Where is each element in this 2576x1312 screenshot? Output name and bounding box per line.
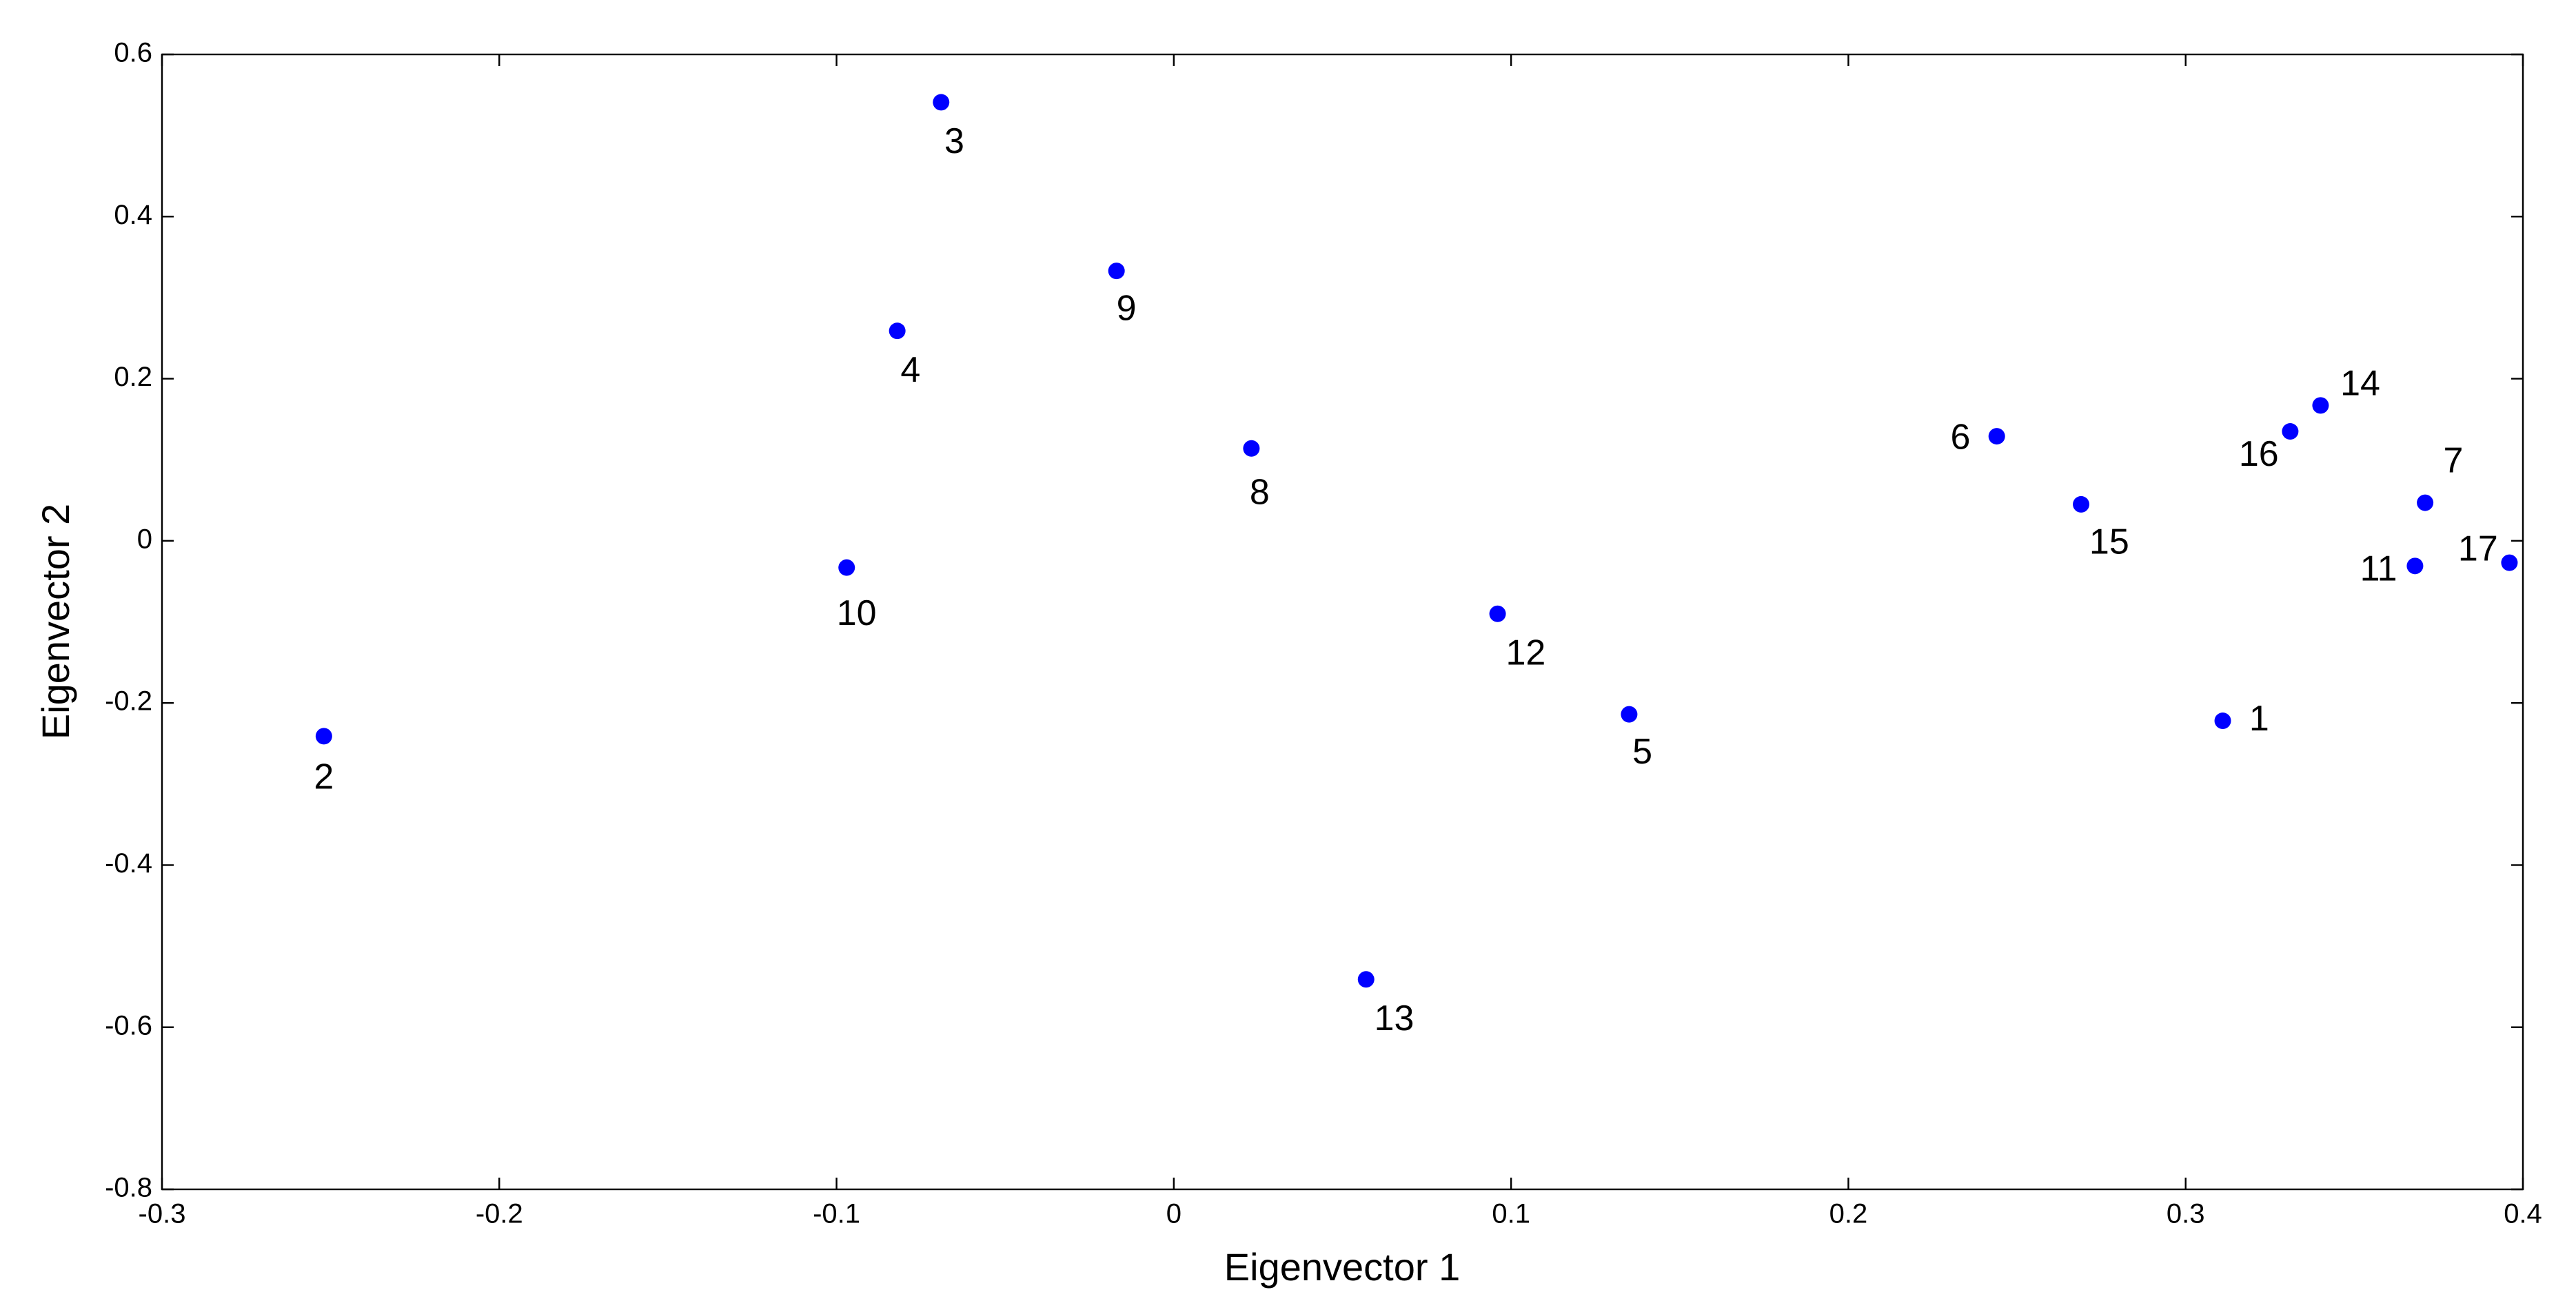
x-tick-label: -0.1	[813, 1199, 860, 1229]
point-label: 11	[2360, 549, 2397, 588]
point-label: 12	[1505, 633, 1545, 673]
point	[1108, 263, 1125, 280]
point	[2501, 554, 2518, 571]
point	[2282, 423, 2299, 440]
point-label: 16	[2239, 434, 2279, 474]
point-label: 4	[900, 350, 920, 390]
point	[1621, 706, 1638, 723]
point-label: 7	[2443, 441, 2463, 481]
y-tick-label: -0.4	[105, 848, 152, 879]
point-label: 3	[944, 121, 964, 161]
point	[2406, 557, 2424, 575]
point	[315, 728, 332, 745]
point-label: 1	[2249, 699, 2269, 739]
point	[2073, 495, 2090, 513]
y-tick-label: 0.4	[114, 200, 152, 230]
point-label: 6	[1950, 418, 1970, 458]
y-tick-label: 0	[137, 524, 152, 554]
point	[2312, 397, 2329, 414]
x-tick-label: 0	[1166, 1199, 1181, 1229]
point	[1489, 605, 1506, 622]
y-tick-label: -0.6	[105, 1010, 152, 1041]
point	[2417, 494, 2434, 511]
point	[1988, 428, 2005, 445]
y-tick-label: -0.2	[105, 686, 152, 717]
y-tick-label: -0.8	[105, 1173, 152, 1203]
x-axis-label: Eigenvector 1	[1224, 1245, 1460, 1289]
point-label: 9	[1117, 288, 1137, 328]
point-label: 17	[2458, 529, 2498, 569]
point	[933, 94, 950, 111]
plot-frame	[161, 53, 2524, 1191]
y-tick-label: 0.2	[114, 362, 152, 392]
x-tick-label: 0.4	[2504, 1199, 2542, 1229]
point	[1357, 971, 1375, 988]
x-tick-label: -0.3	[139, 1199, 186, 1229]
point	[1243, 440, 1260, 457]
point-label: 13	[1375, 998, 1414, 1038]
point	[889, 322, 906, 340]
y-axis-label: Eigenvector 2	[34, 504, 77, 739]
point-label: 8	[1250, 473, 1270, 513]
point-label: 5	[1632, 732, 1652, 772]
point-label: 10	[837, 593, 877, 633]
x-tick-label: 0.1	[1492, 1199, 1530, 1229]
point-label: 2	[314, 757, 334, 797]
x-tick-label: 0.3	[2167, 1199, 2205, 1229]
point	[2214, 713, 2231, 730]
y-tick-label: 0.6	[114, 38, 152, 68]
point	[838, 559, 855, 576]
point-label: 14	[2340, 363, 2380, 403]
point-label: 15	[2089, 522, 2129, 562]
x-tick-label: -0.2	[476, 1199, 523, 1229]
x-tick-label: 0.2	[1829, 1199, 1868, 1229]
